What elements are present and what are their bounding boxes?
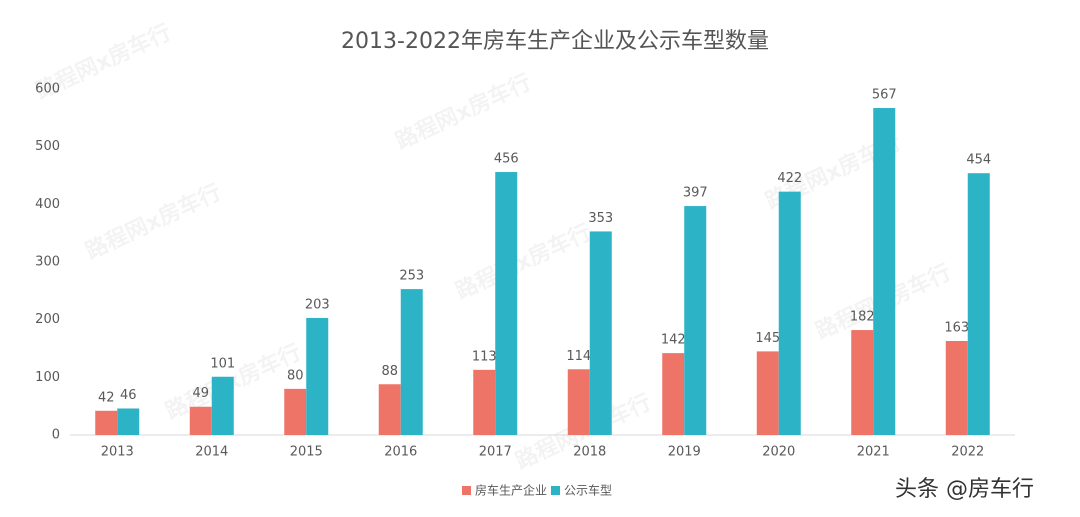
x-tick-label: 2019 (668, 445, 701, 460)
value-label: 145 (755, 331, 780, 346)
x-tick-label: 2017 (479, 445, 512, 460)
bar (662, 353, 685, 435)
value-label: 80 (287, 368, 304, 383)
bar (684, 206, 707, 435)
y-tick-label: 400 (35, 197, 60, 212)
y-tick-label: 100 (35, 370, 60, 385)
y-tick-label: 200 (35, 312, 60, 327)
legend-label: 房车生产企业 (475, 483, 547, 498)
value-label: 182 (850, 310, 875, 325)
value-label: 397 (683, 186, 708, 201)
bar (967, 173, 990, 435)
bar (378, 384, 401, 435)
value-label: 46 (120, 388, 137, 403)
value-label: 422 (777, 171, 802, 186)
x-tick-label: 2014 (195, 445, 228, 460)
bar (306, 317, 329, 435)
bar (189, 406, 212, 435)
bar (873, 108, 896, 435)
value-label: 42 (98, 390, 115, 405)
value-label: 203 (305, 297, 330, 312)
value-label: 456 (494, 152, 519, 167)
bar (211, 376, 234, 435)
value-label: 88 (381, 364, 398, 379)
bar (495, 172, 518, 436)
x-tick-label: 2020 (762, 445, 795, 460)
y-tick-label: 500 (35, 139, 60, 154)
y-tick-label: 300 (35, 255, 60, 270)
x-tick-label: 2015 (290, 445, 323, 460)
bar (117, 408, 140, 435)
bar (473, 369, 496, 435)
value-label: 253 (399, 269, 424, 284)
value-label: 353 (588, 211, 613, 226)
value-label: 142 (661, 333, 686, 348)
y-tick-label: 0 (52, 428, 60, 443)
bar (284, 388, 307, 435)
x-tick-label: 2021 (857, 445, 890, 460)
credit: 头条 @房车行 (895, 477, 1034, 502)
legend-swatch (551, 486, 561, 495)
chart-title: 2013-2022年房车生产企业及公示车型数量 (341, 29, 769, 54)
value-label: 163 (944, 321, 969, 336)
value-label: 114 (566, 349, 591, 364)
value-label: 113 (472, 349, 497, 364)
bar (756, 351, 779, 435)
x-tick-label: 2018 (573, 445, 606, 460)
value-label: 567 (872, 88, 897, 103)
bar (95, 410, 118, 435)
legend-label: 公示车型 (564, 483, 612, 498)
value-label: 49 (192, 386, 209, 401)
x-tick-label: 2013 (101, 445, 134, 460)
bar (851, 330, 874, 435)
bar (945, 341, 968, 435)
bar (778, 191, 801, 435)
value-label: 454 (966, 153, 991, 168)
x-tick-label: 2022 (951, 445, 984, 460)
legend-swatch (462, 486, 471, 495)
x-tick-label: 2016 (384, 445, 417, 460)
y-tick-label: 600 (35, 82, 60, 97)
bar (400, 289, 423, 435)
bar (567, 369, 590, 435)
value-label: 101 (210, 356, 235, 371)
bar (589, 231, 612, 435)
